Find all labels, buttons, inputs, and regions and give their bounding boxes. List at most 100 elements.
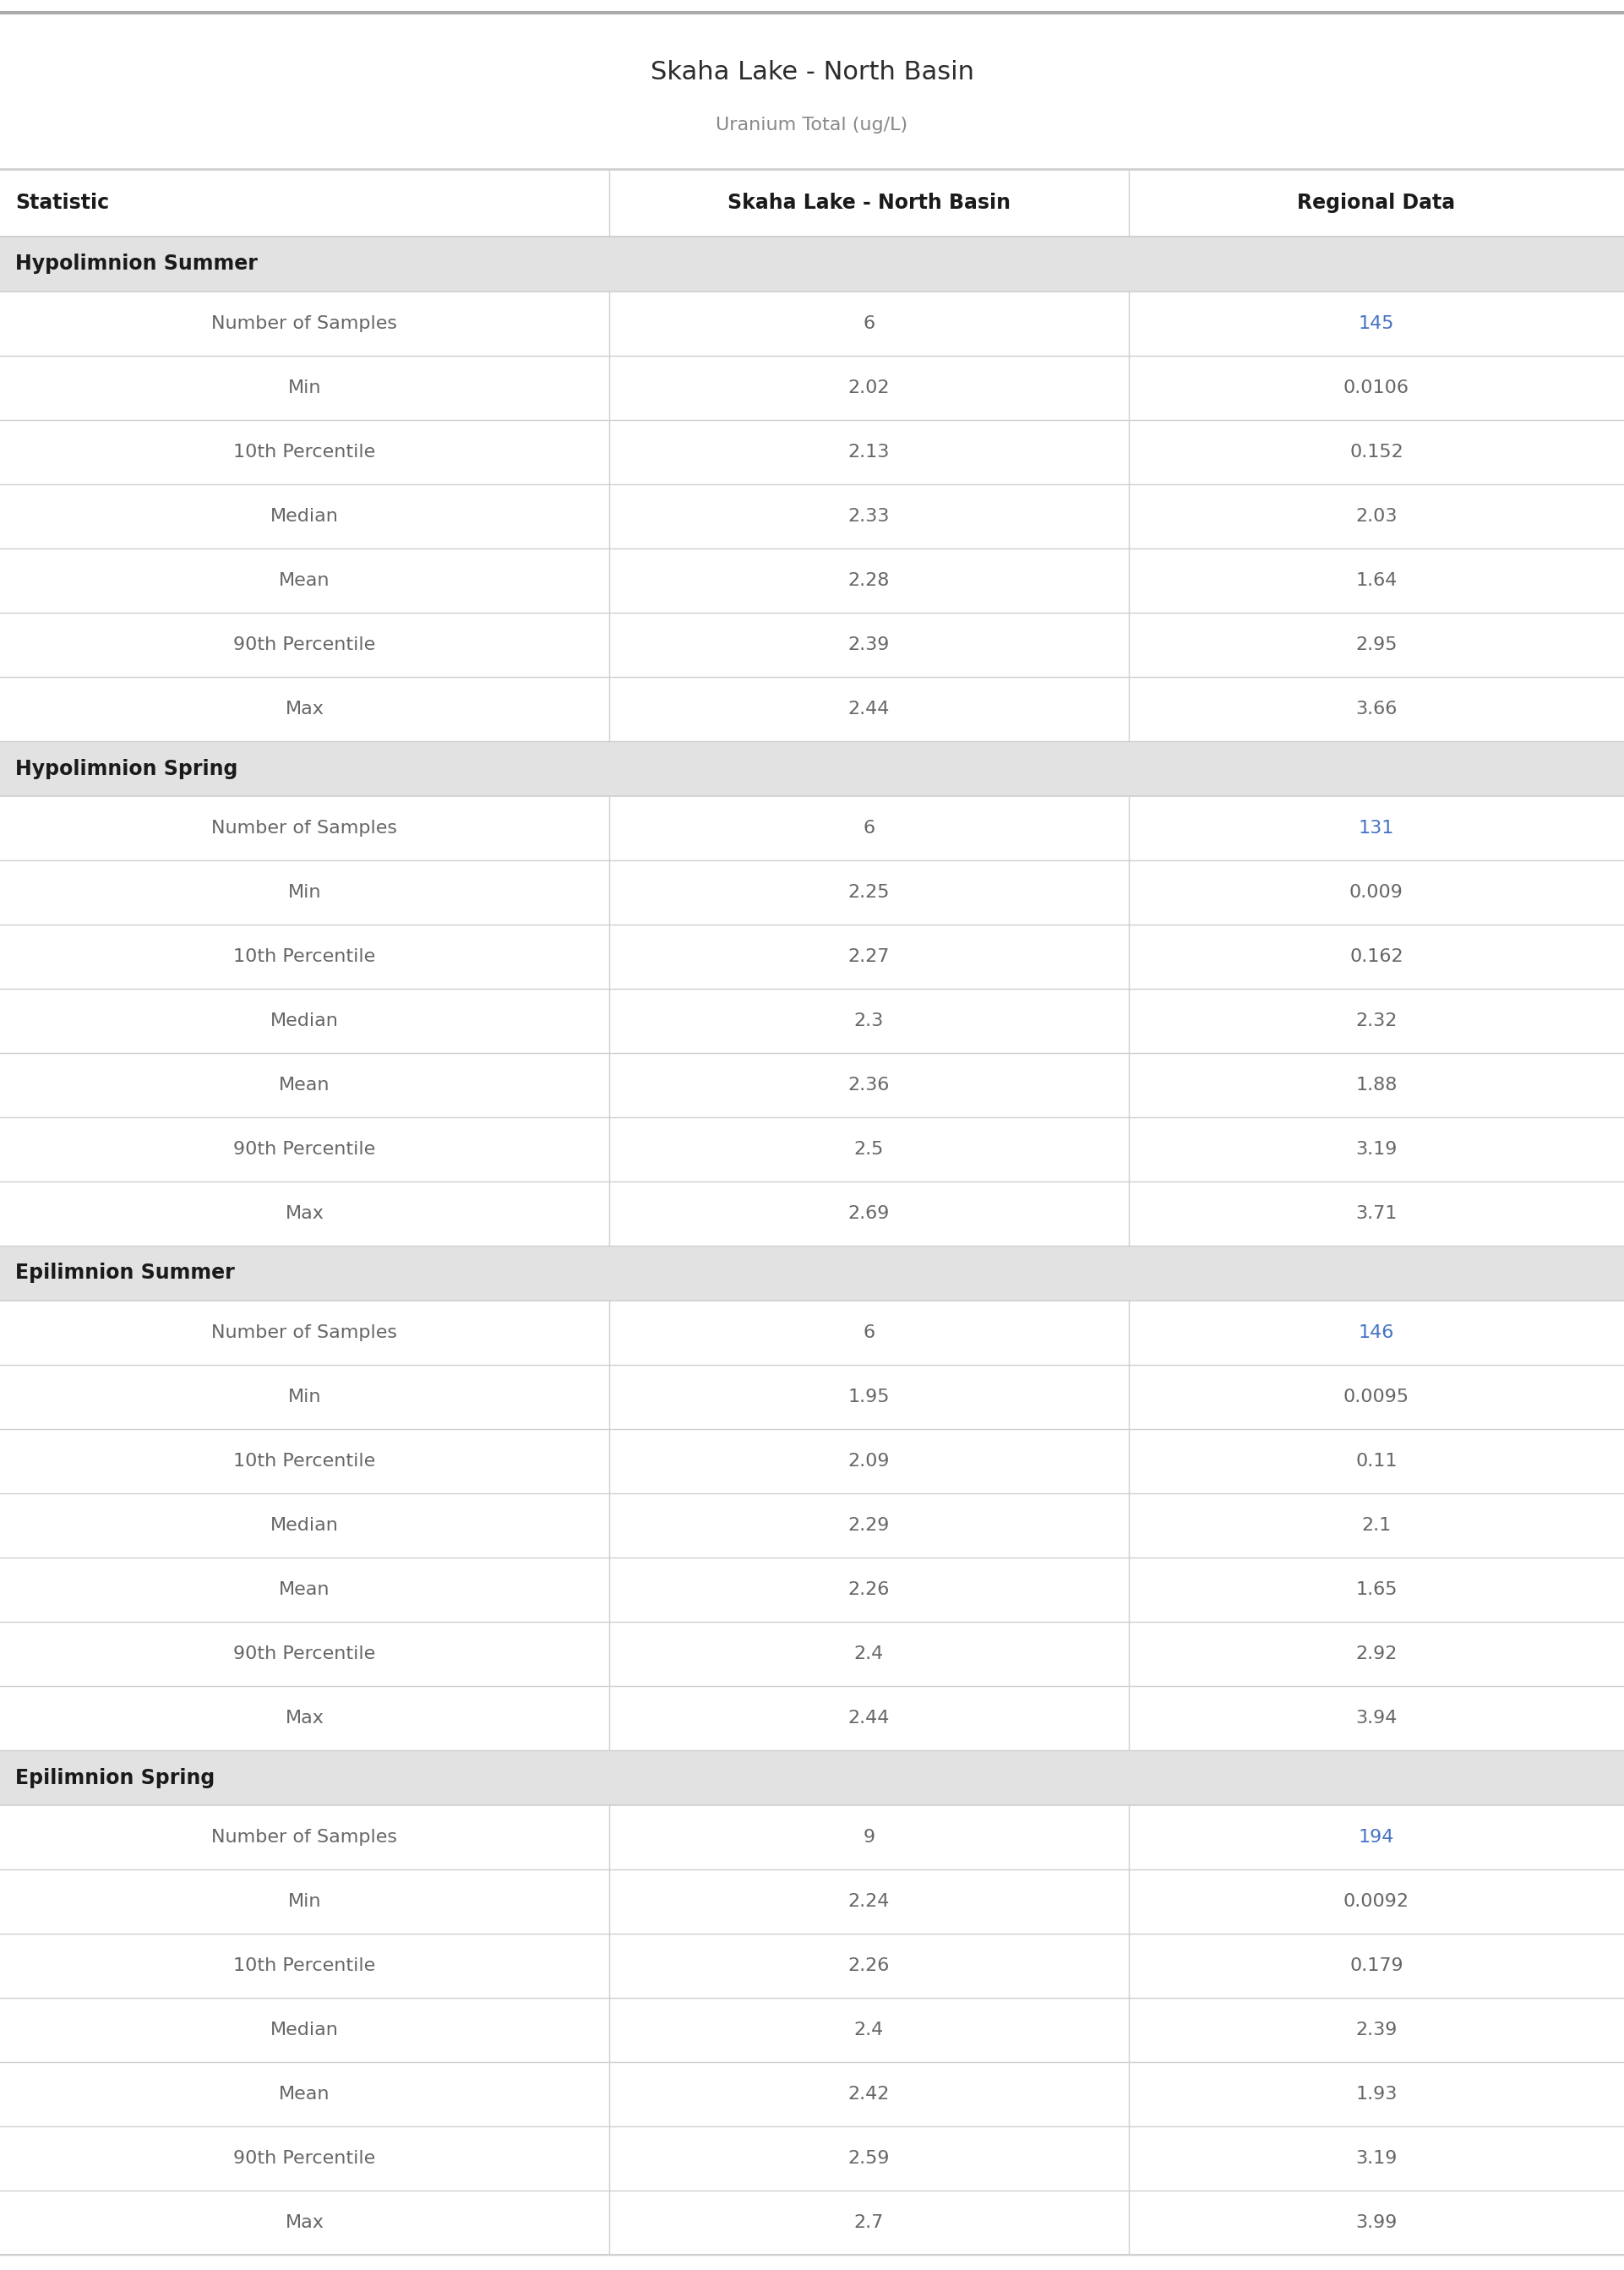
Bar bbox=[0, 1805, 1624, 1870]
Bar bbox=[0, 860, 1624, 924]
Text: 2.33: 2.33 bbox=[848, 508, 890, 524]
Text: 2.69: 2.69 bbox=[848, 1205, 890, 1221]
Text: 10th Percentile: 10th Percentile bbox=[234, 1957, 375, 1975]
Text: 2.39: 2.39 bbox=[1356, 2023, 1397, 2038]
Text: Median: Median bbox=[270, 2023, 339, 2038]
Text: Min: Min bbox=[287, 883, 322, 901]
Text: Mean: Mean bbox=[279, 2086, 330, 2102]
Text: Min: Min bbox=[287, 1893, 322, 1909]
Text: 0.0106: 0.0106 bbox=[1343, 379, 1410, 397]
Text: 1.93: 1.93 bbox=[1356, 2086, 1397, 2102]
Bar bbox=[0, 1621, 1624, 1687]
Text: 0.0092: 0.0092 bbox=[1343, 1893, 1410, 1909]
Text: 2.27: 2.27 bbox=[848, 949, 890, 965]
Bar bbox=[0, 676, 1624, 742]
Bar bbox=[0, 1870, 1624, 1934]
Text: 2.1: 2.1 bbox=[1361, 1516, 1392, 1535]
Text: 0.009: 0.009 bbox=[1350, 883, 1403, 901]
Text: 2.3: 2.3 bbox=[854, 1012, 883, 1028]
Bar bbox=[0, 1557, 1624, 1621]
Text: 2.7: 2.7 bbox=[854, 2213, 883, 2231]
Text: 2.25: 2.25 bbox=[848, 883, 890, 901]
Text: 2.95: 2.95 bbox=[1356, 636, 1397, 654]
Text: 2.36: 2.36 bbox=[848, 1076, 890, 1094]
Text: 2.44: 2.44 bbox=[848, 1709, 890, 1727]
Bar bbox=[0, 549, 1624, 613]
Text: Max: Max bbox=[286, 1205, 323, 1221]
Text: 194: 194 bbox=[1358, 1830, 1395, 1846]
Bar bbox=[0, 1301, 1624, 1364]
Bar bbox=[0, 613, 1624, 676]
Text: 2.03: 2.03 bbox=[1356, 508, 1397, 524]
Text: Max: Max bbox=[286, 701, 323, 717]
Text: Max: Max bbox=[286, 1709, 323, 1727]
Text: Min: Min bbox=[287, 1389, 322, 1405]
Text: 1.64: 1.64 bbox=[1356, 572, 1397, 588]
Text: 2.59: 2.59 bbox=[848, 2150, 890, 2168]
Text: Number of Samples: Number of Samples bbox=[211, 819, 398, 838]
Text: 2.32: 2.32 bbox=[1356, 1012, 1397, 1028]
Text: Hypolimnion Summer: Hypolimnion Summer bbox=[15, 254, 258, 275]
Bar bbox=[0, 484, 1624, 549]
Text: 10th Percentile: 10th Percentile bbox=[234, 1453, 375, 1469]
Bar bbox=[0, 236, 1624, 291]
Text: 2.29: 2.29 bbox=[848, 1516, 890, 1535]
Text: 2.4: 2.4 bbox=[854, 1646, 883, 1662]
Bar bbox=[0, 1750, 1624, 1805]
Text: Median: Median bbox=[270, 1516, 339, 1535]
Text: 2.26: 2.26 bbox=[848, 1582, 890, 1598]
Text: 2.44: 2.44 bbox=[848, 701, 890, 717]
Text: 3.94: 3.94 bbox=[1356, 1709, 1397, 1727]
Text: Regional Data: Regional Data bbox=[1298, 193, 1455, 213]
Text: 1.65: 1.65 bbox=[1356, 1582, 1397, 1598]
Text: 90th Percentile: 90th Percentile bbox=[234, 1646, 375, 1662]
Bar bbox=[0, 742, 1624, 797]
Text: Number of Samples: Number of Samples bbox=[211, 1830, 398, 1846]
Text: Median: Median bbox=[270, 508, 339, 524]
Bar bbox=[0, 1246, 1624, 1301]
Text: Statistic: Statistic bbox=[15, 193, 109, 213]
Text: Number of Samples: Number of Samples bbox=[211, 316, 398, 331]
Text: 3.19: 3.19 bbox=[1356, 2150, 1397, 2168]
Text: 0.162: 0.162 bbox=[1350, 949, 1403, 965]
Bar bbox=[0, 924, 1624, 990]
Text: Hypolimnion Spring: Hypolimnion Spring bbox=[15, 758, 237, 779]
Text: Min: Min bbox=[287, 379, 322, 397]
Text: 2.02: 2.02 bbox=[848, 379, 890, 397]
Text: 2.13: 2.13 bbox=[848, 443, 890, 461]
Text: 0.152: 0.152 bbox=[1350, 443, 1403, 461]
Bar bbox=[0, 356, 1624, 420]
Text: 3.71: 3.71 bbox=[1356, 1205, 1397, 1221]
Text: 10th Percentile: 10th Percentile bbox=[234, 443, 375, 461]
Bar bbox=[0, 420, 1624, 484]
Bar bbox=[0, 168, 1624, 236]
Bar bbox=[0, 291, 1624, 356]
Text: 2.09: 2.09 bbox=[848, 1453, 890, 1469]
Text: 2.5: 2.5 bbox=[854, 1142, 883, 1158]
Bar bbox=[0, 1494, 1624, 1557]
Text: 6: 6 bbox=[862, 819, 875, 838]
Text: 146: 146 bbox=[1358, 1323, 1395, 1342]
Text: 9: 9 bbox=[862, 1830, 875, 1846]
Text: 6: 6 bbox=[862, 316, 875, 331]
Bar bbox=[0, 797, 1624, 860]
Text: Skaha Lake - North Basin: Skaha Lake - North Basin bbox=[650, 59, 974, 84]
Text: 90th Percentile: 90th Percentile bbox=[234, 2150, 375, 2168]
Text: 2.42: 2.42 bbox=[848, 2086, 890, 2102]
Text: 1.95: 1.95 bbox=[848, 1389, 890, 1405]
Text: Skaha Lake - North Basin: Skaha Lake - North Basin bbox=[728, 193, 1010, 213]
Text: Mean: Mean bbox=[279, 1582, 330, 1598]
Text: 131: 131 bbox=[1358, 819, 1395, 838]
Bar bbox=[0, 1687, 1624, 1750]
Text: 2.28: 2.28 bbox=[848, 572, 890, 588]
Text: 2.39: 2.39 bbox=[848, 636, 890, 654]
Text: 0.0095: 0.0095 bbox=[1343, 1389, 1410, 1405]
Text: 0.11: 0.11 bbox=[1356, 1453, 1397, 1469]
Text: 2.4: 2.4 bbox=[854, 2023, 883, 2038]
Bar bbox=[0, 1117, 1624, 1180]
Bar bbox=[0, 2127, 1624, 2191]
Bar bbox=[0, 1180, 1624, 1246]
Text: 90th Percentile: 90th Percentile bbox=[234, 1142, 375, 1158]
Text: 3.19: 3.19 bbox=[1356, 1142, 1397, 1158]
Bar bbox=[0, 1053, 1624, 1117]
